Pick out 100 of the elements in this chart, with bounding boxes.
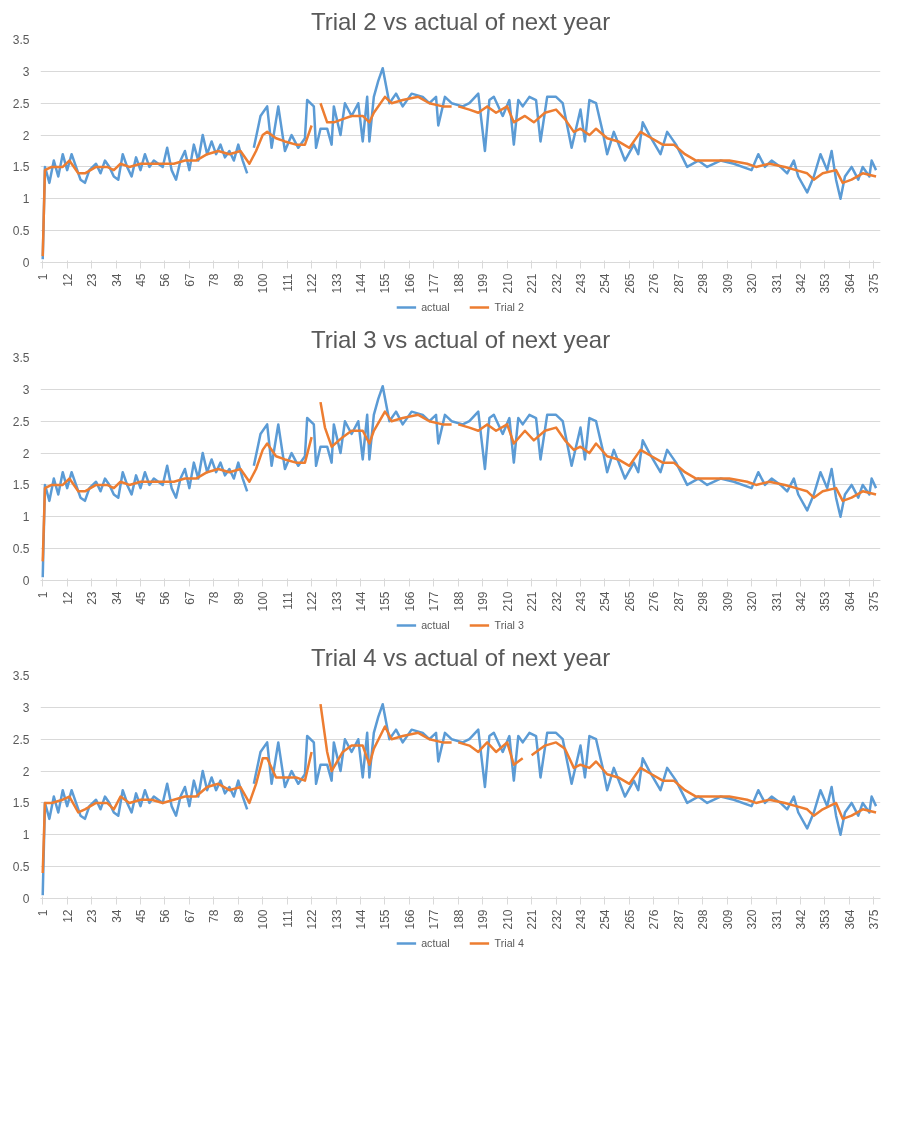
y-tick-label: 0.5 (12, 224, 30, 239)
x-tick-label: 111 (280, 591, 295, 610)
x-tick-label: 56 (158, 273, 173, 287)
legend-label: Trial 2 (494, 301, 524, 313)
y-tick-label: 3.5 (12, 351, 30, 365)
x-tick-label: 100 (256, 591, 271, 612)
x-tick-label: 342 (794, 591, 808, 612)
x-tick-label: 353 (818, 909, 833, 930)
x-tick-label: 12 (60, 909, 75, 923)
x-tick-label: 144 (354, 591, 368, 612)
x-tick-label: 210 (500, 591, 515, 612)
y-tick-label: 2 (22, 128, 30, 143)
x-tick-label: 243 (574, 909, 588, 930)
x-tick-label: 155 (378, 909, 393, 930)
x-tick-label: 177 (427, 273, 442, 294)
x-tick-label: 111 (280, 273, 295, 292)
x-tick-label: 45 (134, 591, 148, 605)
x-tick-label: 221 (525, 591, 540, 612)
y-tick-label: 3 (22, 382, 30, 397)
x-tick-label: 133 (329, 909, 344, 930)
x-tick-label: 45 (134, 273, 148, 287)
x-tick-label: 45 (134, 909, 148, 923)
x-tick-label: 34 (109, 591, 124, 605)
x-tick-label: 309 (720, 273, 735, 294)
y-tick-label: 3.5 (12, 33, 30, 47)
x-tick-label: 144 (354, 909, 368, 930)
y-tick-label: 1 (22, 828, 30, 843)
x-tick-label: 364 (842, 591, 857, 612)
x-tick-label: 166 (402, 909, 417, 930)
legend-label: Trial 4 (494, 937, 524, 949)
x-tick-label: 100 (256, 273, 271, 294)
x-tick-label: 188 (451, 273, 466, 294)
x-tick-label: 177 (427, 591, 442, 612)
x-tick-label: 177 (427, 909, 442, 930)
x-tick-label: 331 (769, 273, 784, 294)
y-tick-label: 1 (22, 510, 30, 525)
y-tick-label: 2 (22, 446, 30, 461)
x-tick-label: 155 (378, 591, 393, 612)
x-tick-label: 265 (622, 909, 637, 930)
x-tick-label: 320 (745, 273, 760, 294)
x-tick-label: 78 (207, 273, 222, 287)
x-tick-label: 276 (647, 591, 662, 612)
x-tick-label: 199 (476, 591, 491, 612)
x-tick-label: 375 (867, 273, 882, 294)
y-tick-label: 0 (22, 574, 30, 588)
x-tick-label: 331 (769, 909, 784, 930)
x-tick-label: 23 (85, 273, 100, 287)
x-tick-label: 287 (671, 273, 686, 294)
x-tick-label: 56 (158, 591, 173, 605)
x-tick-label: 133 (329, 273, 344, 294)
x-tick-label: 188 (451, 909, 466, 930)
x-tick-label: 122 (305, 909, 320, 930)
y-tick-label: 2.5 (12, 414, 30, 429)
x-tick-label: 221 (525, 273, 540, 294)
chart-title: Trial 4 vs actual of next year (310, 643, 611, 671)
x-tick-label: 34 (109, 909, 124, 923)
x-tick-label: 199 (476, 909, 491, 930)
y-tick-label: 2.5 (12, 732, 30, 747)
x-tick-label: 298 (696, 273, 711, 294)
y-tick-label: 0.5 (12, 542, 30, 557)
x-tick-label: 67 (182, 273, 197, 287)
x-tick-label: 12 (60, 273, 75, 287)
y-tick-label: 0.5 (12, 860, 30, 875)
x-tick-label: 100 (256, 909, 271, 930)
x-tick-label: 1 (36, 909, 51, 917)
x-tick-label: 254 (598, 909, 613, 930)
x-tick-label: 265 (622, 591, 637, 612)
x-tick-label: 287 (671, 591, 686, 612)
x-tick-label: 232 (549, 909, 564, 930)
x-tick-label: 12 (60, 591, 75, 605)
y-tick-label: 3 (22, 64, 30, 79)
x-tick-label: 298 (696, 591, 711, 612)
x-tick-label: 89 (231, 591, 246, 605)
x-tick-label: 309 (720, 909, 735, 930)
x-tick-label: 111 (280, 909, 295, 928)
x-tick-label: 199 (476, 273, 491, 294)
x-tick-label: 78 (207, 909, 222, 923)
x-tick-label: 353 (818, 273, 833, 294)
x-tick-label: 254 (598, 591, 613, 612)
x-tick-label: 276 (647, 273, 662, 294)
x-tick-label: 298 (696, 909, 711, 930)
x-tick-label: 155 (378, 273, 393, 294)
x-tick-label: 144 (354, 273, 368, 294)
x-tick-label: 353 (818, 591, 833, 612)
y-tick-label: 3.5 (12, 669, 30, 683)
x-tick-label: 67 (182, 591, 197, 605)
x-tick-label: 210 (500, 273, 515, 294)
x-tick-label: 78 (207, 591, 222, 605)
legend-label: actual (421, 619, 450, 631)
x-tick-label: 320 (745, 591, 760, 612)
y-tick-label: 2.5 (12, 96, 30, 111)
x-tick-label: 375 (867, 909, 882, 930)
x-tick-label: 232 (549, 591, 564, 612)
legend-label: Trial 3 (494, 619, 524, 631)
x-tick-label: 34 (109, 273, 124, 287)
x-tick-label: 23 (85, 591, 100, 605)
y-tick-label: 1 (22, 192, 30, 207)
x-tick-label: 89 (231, 273, 246, 287)
y-tick-label: 1.5 (12, 478, 30, 493)
x-tick-label: 254 (598, 273, 613, 294)
